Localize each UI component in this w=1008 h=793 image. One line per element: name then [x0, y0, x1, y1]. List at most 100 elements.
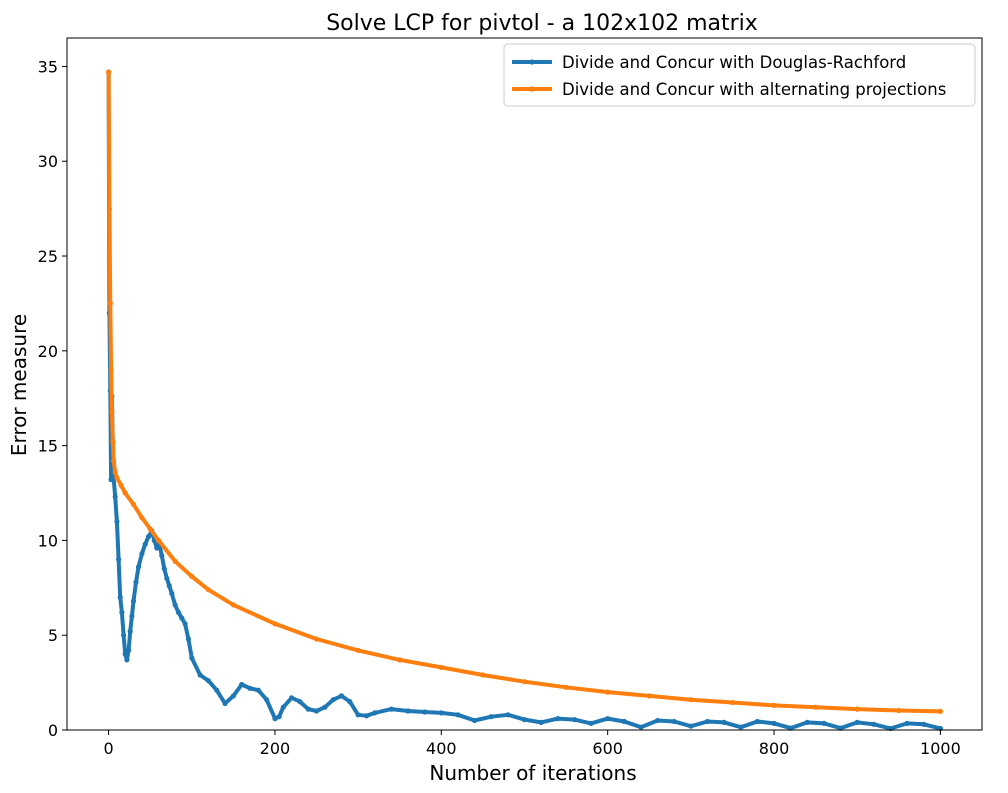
x-tick-label: 200 [260, 739, 291, 758]
data-point [280, 704, 286, 710]
data-point [133, 579, 139, 585]
series-line-1 [106, 70, 943, 731]
data-point [305, 706, 311, 712]
data-point [372, 710, 378, 716]
x-tick-label: 400 [426, 739, 457, 758]
y-axis-label: Error measure [7, 314, 31, 456]
legend-label-2: Divide and Concur with alternating proje… [562, 80, 946, 99]
data-point [605, 689, 611, 695]
data-point [646, 693, 652, 699]
data-point [155, 537, 162, 544]
data-point [671, 718, 677, 725]
series-line-2 [106, 70, 943, 714]
x-tick-label: 0 [103, 739, 113, 758]
data-point [230, 693, 236, 699]
data-point [108, 367, 114, 373]
data-point [166, 583, 172, 589]
data-point [247, 685, 253, 691]
data-point [771, 720, 777, 727]
data-point [189, 655, 195, 661]
data-point [130, 501, 137, 507]
data-point [505, 712, 511, 718]
data-point [112, 469, 118, 475]
y-tick-label: 30 [38, 152, 58, 171]
data-point [147, 526, 153, 532]
data-point [222, 700, 228, 707]
data-point [521, 717, 528, 723]
data-point [139, 551, 145, 557]
plot-area [66, 37, 983, 732]
data-point [472, 717, 478, 724]
data-point [124, 657, 130, 663]
data-point [297, 699, 303, 705]
data-point [313, 708, 320, 714]
data-point [538, 719, 544, 726]
data-point [338, 693, 345, 699]
data-point [255, 687, 261, 693]
legend: Divide and Concur with Douglas-Rachford D… [503, 43, 976, 107]
legend-marker-1 [529, 59, 535, 65]
data-point [106, 206, 112, 212]
data-point [821, 720, 827, 727]
data-point [161, 566, 167, 572]
data-point [189, 573, 195, 580]
data-point [688, 723, 694, 729]
data-point [422, 709, 428, 715]
x-axis: 0 200 400 600 800 1000 [103, 730, 961, 758]
data-point [438, 710, 444, 716]
data-point [854, 719, 860, 726]
data-point [397, 657, 403, 663]
data-point [122, 651, 128, 657]
data-point [289, 695, 295, 701]
data-point [205, 587, 211, 593]
data-point [937, 708, 944, 715]
data-point [111, 458, 117, 464]
data-point [480, 672, 486, 678]
data-point [239, 681, 245, 688]
chart-title: Solve LCP for pivtol - a 102x102 matrix [326, 11, 758, 36]
data-point [116, 556, 122, 563]
data-point [110, 439, 116, 445]
plot-frame [66, 37, 983, 731]
data-point [322, 704, 328, 710]
data-point [272, 621, 278, 627]
legend-marker-2 [529, 86, 535, 92]
data-point [205, 678, 211, 684]
data-point [118, 482, 124, 488]
data-point [107, 300, 113, 306]
data-point [721, 719, 727, 726]
data-point [355, 712, 361, 718]
data-point [185, 636, 191, 642]
data-point [838, 725, 844, 731]
data-point [621, 718, 627, 725]
data-point [164, 575, 170, 581]
data-point [214, 687, 220, 693]
data-point [119, 609, 125, 616]
data-point [921, 721, 927, 727]
data-point [638, 724, 644, 730]
data-point [172, 602, 178, 608]
y-tick-label: 10 [38, 531, 58, 550]
data-point [571, 717, 578, 723]
data-point [738, 724, 744, 730]
data-point [117, 594, 123, 600]
y-tick-label: 20 [38, 342, 58, 361]
legend-label-1: Divide and Concur with Douglas-Rachford [562, 53, 906, 72]
data-point [129, 613, 135, 619]
data-point [106, 69, 112, 75]
data-point [771, 702, 777, 709]
data-point [114, 475, 120, 481]
data-point [754, 718, 761, 725]
data-point [588, 720, 594, 727]
data-point [854, 706, 860, 712]
data-point [388, 706, 394, 712]
data-point [154, 545, 160, 551]
data-point [121, 632, 127, 638]
data-point [313, 636, 320, 642]
data-point [272, 716, 278, 722]
data-point [896, 707, 902, 714]
data-point [264, 697, 270, 703]
data-point [172, 558, 178, 564]
data-point [182, 621, 188, 627]
data-point [521, 679, 528, 685]
